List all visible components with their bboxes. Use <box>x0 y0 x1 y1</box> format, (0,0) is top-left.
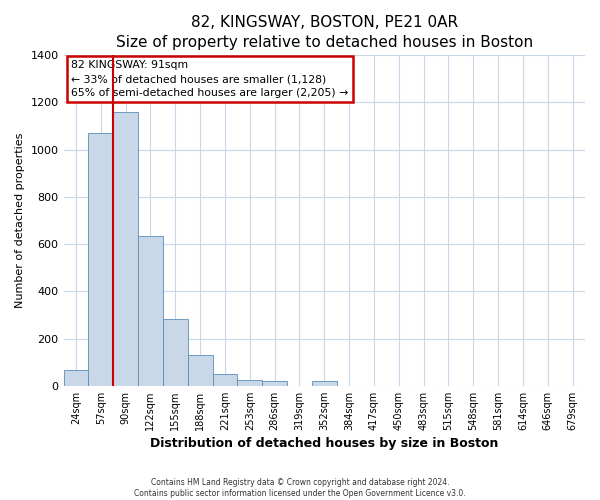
Bar <box>212 374 238 386</box>
Bar <box>188 355 212 386</box>
Bar <box>163 318 188 386</box>
X-axis label: Distribution of detached houses by size in Boston: Distribution of detached houses by size … <box>150 437 499 450</box>
Bar <box>113 112 138 386</box>
Text: 82 KINGSWAY: 91sqm
← 33% of detached houses are smaller (1,128)
65% of semi-deta: 82 KINGSWAY: 91sqm ← 33% of detached hou… <box>71 60 349 98</box>
Title: 82, KINGSWAY, BOSTON, PE21 0AR
Size of property relative to detached houses in B: 82, KINGSWAY, BOSTON, PE21 0AR Size of p… <box>116 15 533 50</box>
Bar <box>312 381 337 386</box>
Text: Contains HM Land Registry data © Crown copyright and database right 2024.
Contai: Contains HM Land Registry data © Crown c… <box>134 478 466 498</box>
Bar <box>238 380 262 386</box>
Bar <box>88 133 113 386</box>
Bar <box>138 236 163 386</box>
Y-axis label: Number of detached properties: Number of detached properties <box>15 133 25 308</box>
Bar <box>64 370 88 386</box>
Bar <box>262 381 287 386</box>
